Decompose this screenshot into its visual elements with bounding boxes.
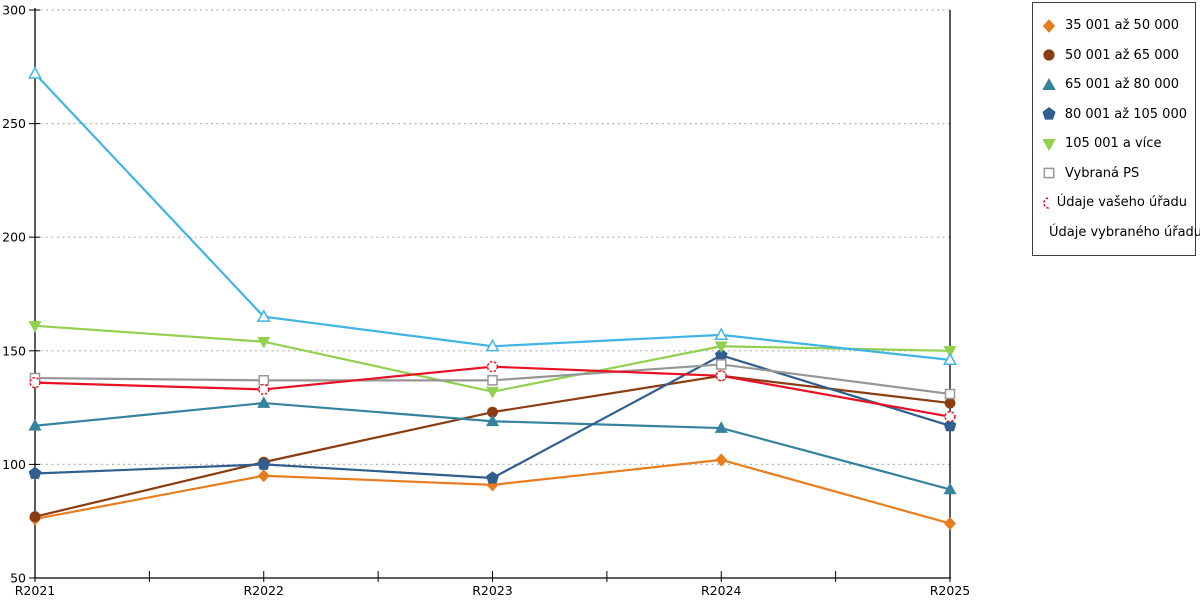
circle-marker-icon <box>29 511 41 523</box>
circle-marker-icon <box>486 361 499 373</box>
square-marker-icon <box>944 388 956 400</box>
triangle-down-marker-icon <box>485 386 500 399</box>
triangle-up-marker-icon <box>28 418 42 431</box>
legend-label: Vybraná PS <box>1065 165 1140 181</box>
triangle-up-marker-icon <box>257 396 271 408</box>
triangle-down-marker-icon <box>28 320 42 333</box>
diamond-marker-icon <box>943 516 957 531</box>
circle-marker-icon <box>944 397 956 409</box>
pentagon-marker-icon <box>943 419 957 432</box>
circle-marker-icon <box>1043 196 1049 209</box>
square-marker-icon <box>715 359 727 370</box>
legend-label: Údaje vašeho úřadu <box>1056 195 1187 211</box>
circle-legend-icon <box>1043 49 1055 61</box>
legend-item-65-001-až-80-000: 65 001 až 80 000 <box>1041 70 1187 100</box>
triangle-up-marker-icon <box>256 309 271 322</box>
chart-legend: 35 001 až 50 000 50 001 až 65 000 65 001 a… <box>1032 2 1200 256</box>
y-tick-label: 250 <box>2 116 26 131</box>
series-35-001-až-50-000 <box>28 453 957 531</box>
circle-open-legend-icon <box>1043 196 1049 209</box>
pentagon-marker-icon <box>257 457 271 470</box>
y-tick-label: 50 <box>10 571 26 586</box>
triangle-up-marker-icon <box>1042 77 1056 90</box>
pentagon-marker-icon <box>486 471 499 484</box>
y-tick-label: 100 <box>2 457 26 472</box>
legend-item-105-001-a-více: 105 001 a více <box>1041 129 1187 159</box>
triangle-up-marker-icon <box>714 327 729 340</box>
x-tick-label: R2022 <box>244 583 285 598</box>
legend-item-80-001-až-105-000: 80 001 až 105 000 <box>1041 100 1187 130</box>
circle-marker-icon <box>944 411 956 423</box>
legend-item-údaje-vašeho-úřadu: Údaje vašeho úřadu <box>1041 188 1187 218</box>
pentagon-marker-icon <box>28 466 42 479</box>
series-105-001-a-více <box>28 320 957 399</box>
triangle-down-marker-icon <box>257 336 271 349</box>
legend-label: 65 001 až 80 000 <box>1065 77 1180 93</box>
x-tick-label: R2021 <box>15 583 56 598</box>
y-tick-label: 300 <box>2 3 26 18</box>
legend-item-35-001-až-50-000: 35 001 až 50 000 <box>1041 11 1187 41</box>
circle-marker-icon <box>258 383 270 396</box>
pentagon-legend-icon <box>1042 107 1056 120</box>
triangle-up-marker-icon <box>943 352 957 365</box>
square-marker-icon <box>1043 167 1055 179</box>
diamond-marker-icon <box>715 453 728 467</box>
y-tick-label: 150 <box>2 343 26 358</box>
legend-item-údaje-vybraného-úřadu: Údaje vybraného úřadu <box>1041 218 1200 248</box>
triangle-up-marker-icon <box>943 482 957 495</box>
series-line <box>34 458 951 525</box>
legend-label: 105 001 a více <box>1065 136 1162 152</box>
diamond-marker-icon <box>257 469 270 483</box>
series-80-001-až-105-000 <box>28 348 957 484</box>
legend-item-vybraná-ps: Vybraná PS <box>1041 159 1187 189</box>
triangle-up-marker-icon <box>485 338 500 352</box>
series-65-001-až-80-000 <box>28 396 957 495</box>
legend-label: 50 001 až 65 000 <box>1065 47 1180 63</box>
square-marker-icon <box>487 375 498 386</box>
square-marker-icon <box>258 375 270 386</box>
diamond-legend-icon <box>1042 19 1056 33</box>
pentagon-marker-icon <box>1042 107 1056 120</box>
circle-marker-icon <box>1043 49 1055 61</box>
triangle-down-marker-icon <box>1042 138 1056 151</box>
legend-item-50-001-až-65-000: 50 001 až 65 000 <box>1041 41 1187 71</box>
legend-label: 35 001 až 50 000 <box>1065 18 1180 34</box>
triangle-up-marker-icon <box>28 66 42 79</box>
y-tick-label: 200 <box>2 230 26 245</box>
diamond-marker-icon <box>1042 19 1056 33</box>
x-tick-label: R2025 <box>930 583 971 598</box>
triangle-down-marker-icon <box>943 345 957 358</box>
circle-marker-icon <box>29 376 41 389</box>
x-tick-label: R2023 <box>472 583 513 598</box>
triangle-up-legend-icon <box>1042 77 1056 90</box>
series-údaje-vybraného-úřadu <box>28 66 957 365</box>
triangle-up-marker-icon <box>485 414 500 427</box>
series-údaje-vašeho-úřadu <box>29 361 956 423</box>
square-open-legend-icon <box>1043 167 1055 179</box>
triangle-down-legend-icon <box>1042 138 1056 151</box>
triangle-up-marker-icon <box>714 421 728 433</box>
triangle-down-marker-icon <box>714 341 728 354</box>
circle-marker-icon <box>715 370 727 382</box>
series-line <box>34 72 951 361</box>
legend-label: Údaje vybraného úřadu <box>1049 224 1200 240</box>
legend-label: 80 001 až 105 000 <box>1064 106 1187 122</box>
x-tick-label: R2024 <box>701 583 742 598</box>
